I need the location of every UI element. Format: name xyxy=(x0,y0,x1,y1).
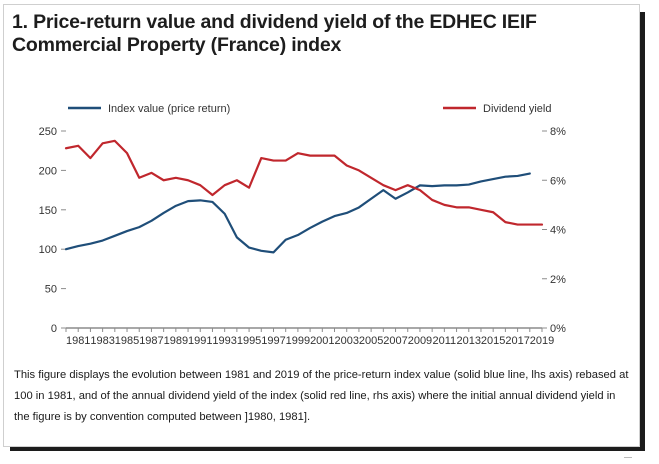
x-tick-label: 1993 xyxy=(212,335,236,347)
x-tick-label: 2003 xyxy=(334,335,358,347)
y-left-tick-label: 200 xyxy=(39,165,57,177)
x-tick-label: 2015 xyxy=(481,335,505,347)
corner-mark xyxy=(624,457,632,458)
legend-label-yield: Dividend yield xyxy=(483,103,551,115)
x-tick-label: 2009 xyxy=(408,335,432,347)
legend-label-index: Index value (price return) xyxy=(108,103,230,115)
x-tick-label: 1981 xyxy=(66,335,90,347)
x-tick-label: 1999 xyxy=(286,335,310,347)
y-left-tick-label: 150 xyxy=(39,205,57,217)
x-tick-label: 2011 xyxy=(433,335,457,347)
y-left-tick-label: 250 xyxy=(39,126,57,138)
x-tick-label: 1989 xyxy=(164,335,188,347)
y-right-tick-label: 2% xyxy=(550,274,566,286)
card-shadow-bottom xyxy=(10,445,645,451)
x-tick-label: 1983 xyxy=(90,335,114,347)
card-shadow-right xyxy=(639,12,645,450)
axes-layer: 1981 1983 1985 1987 1989 1991 1993 1995 1997 1999… xyxy=(39,126,566,347)
x-tick-label: 1987 xyxy=(139,335,163,347)
x-tick-label: 2017 xyxy=(505,335,529,347)
x-tick-label: 1997 xyxy=(261,335,285,347)
series-line-dividend-yield xyxy=(64,139,544,226)
y-right-tick-label: 6% xyxy=(550,175,566,187)
x-tick-label: 2005 xyxy=(359,335,383,347)
y-left-tick-label: 50 xyxy=(45,284,57,296)
y-left-tick-label: 0 xyxy=(51,323,57,335)
x-tick-label: 2019 xyxy=(530,335,554,347)
x-tick-label: 2013 xyxy=(457,335,481,347)
x-tick-label: 1995 xyxy=(237,335,261,347)
x-tick-label: 1985 xyxy=(115,335,139,347)
legend-layer: Index value (price return) Dividend yield xyxy=(68,103,551,115)
y-left-tick-label: 100 xyxy=(39,244,57,256)
figure-caption: This figure displays the evolution betwe… xyxy=(14,369,629,423)
x-tick-label: 2007 xyxy=(383,335,407,347)
x-tick-label: 2001 xyxy=(310,335,334,347)
y-right-tick-label: 4% xyxy=(550,225,566,237)
series-line-index-value xyxy=(64,172,531,254)
figure-title: 1. Price-return value and dividend yield… xyxy=(12,11,537,56)
y-right-tick-label: 0% xyxy=(550,323,566,335)
y-right-tick-label: 8% xyxy=(550,126,566,138)
x-tick-label: 1991 xyxy=(188,335,212,347)
series-layer xyxy=(64,139,544,254)
